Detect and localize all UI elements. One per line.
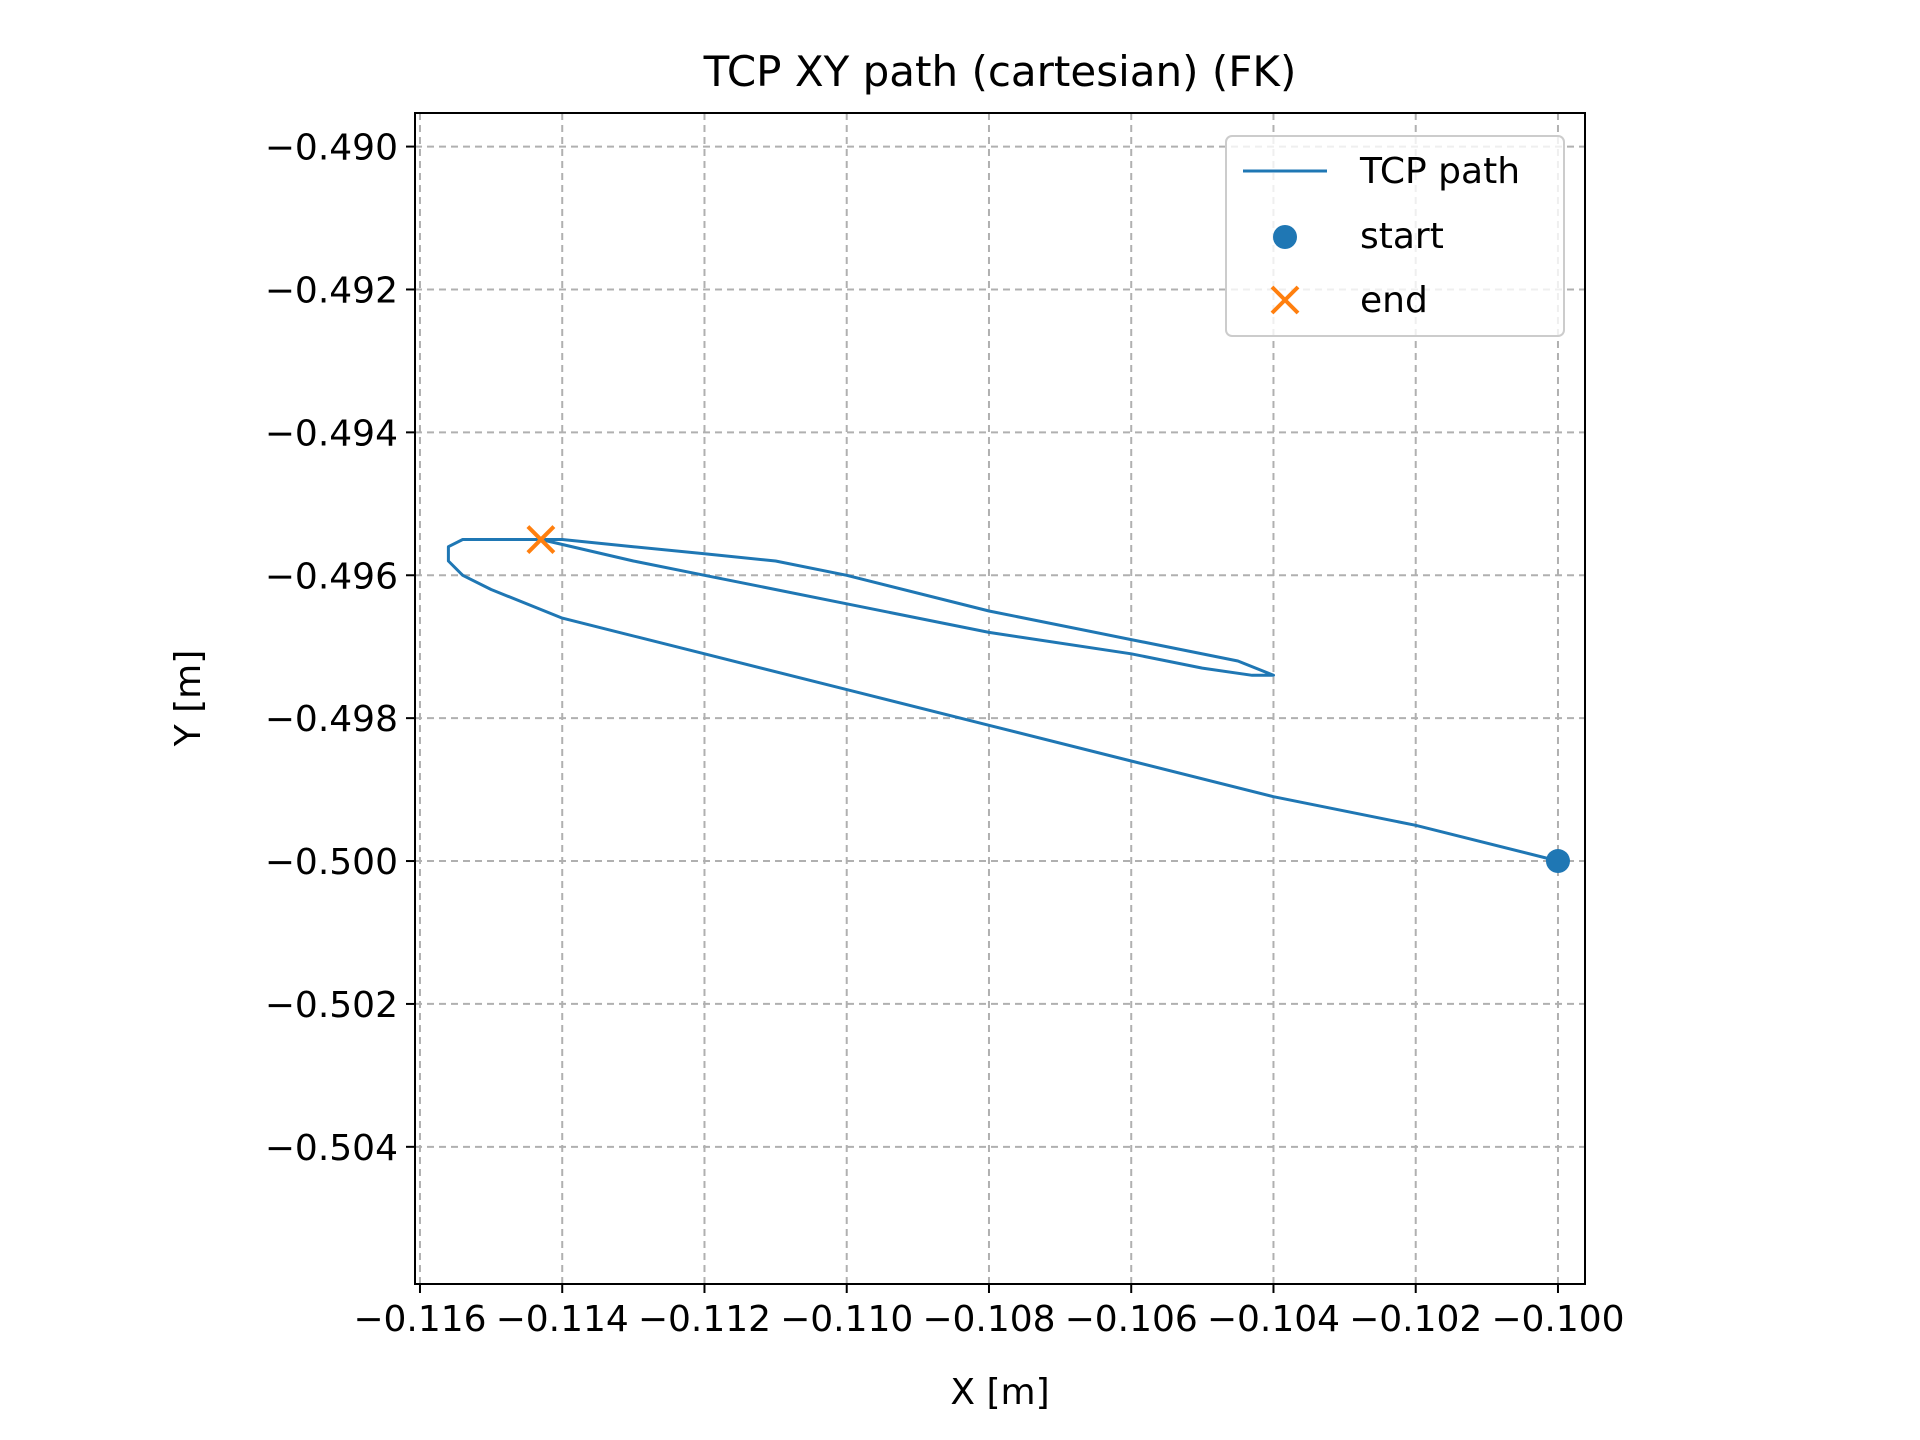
legend-end-marker <box>1270 285 1300 315</box>
y-tick-label: −0.496 <box>265 556 398 597</box>
y-tick-label: −0.494 <box>265 413 398 454</box>
x-tick-label: −0.104 <box>1207 1299 1340 1340</box>
chart-title: TCP XY path (cartesian) (FK) <box>703 47 1297 96</box>
x-tick-label: −0.112 <box>638 1299 771 1340</box>
tcp-path-line <box>446 538 1559 863</box>
plot-series <box>446 525 1570 874</box>
y-tick-label: −0.500 <box>265 842 398 883</box>
x-axis-label: X [m] <box>950 1372 1049 1413</box>
legend-tcp-path-label: TCP path <box>1359 151 1520 192</box>
plot-area-frame <box>414 112 1586 1285</box>
y-axis-ticks: −0.490 −0.492 −0.494 −0.496 −0.498 −0.500 −0.5… <box>265 128 415 1169</box>
x-tick-label: −0.110 <box>780 1299 913 1340</box>
y-tick-label: −0.502 <box>265 985 398 1026</box>
y-tick-label: −0.498 <box>265 699 398 740</box>
legend-start-label: start <box>1360 216 1444 257</box>
legend-frame <box>1225 135 1565 337</box>
y-axis-label: Y [m] <box>168 650 209 748</box>
x-tick-label: −0.100 <box>1491 1299 1624 1340</box>
legend-start-marker <box>1273 225 1297 249</box>
x-tick-label: −0.102 <box>1349 1299 1482 1340</box>
y-tick-label: −0.492 <box>265 270 398 311</box>
legend: TCP path start end <box>1225 135 1565 337</box>
start-marker <box>1545 849 1570 874</box>
x-tick-label: −0.116 <box>353 1299 486 1340</box>
y-tick-label: −0.504 <box>265 1128 398 1169</box>
x-tick-label: −0.106 <box>1065 1299 1198 1340</box>
end-marker <box>526 525 556 554</box>
x-axis-ticks: −0.116 −0.114 −0.112 −0.110 −0.108 −0.106 −0.1… <box>353 1284 1625 1340</box>
y-tick-label: −0.490 <box>265 128 398 169</box>
x-tick-label: −0.114 <box>496 1299 629 1340</box>
legend-end-label: end <box>1360 280 1428 321</box>
x-tick-label: −0.108 <box>922 1299 1055 1340</box>
